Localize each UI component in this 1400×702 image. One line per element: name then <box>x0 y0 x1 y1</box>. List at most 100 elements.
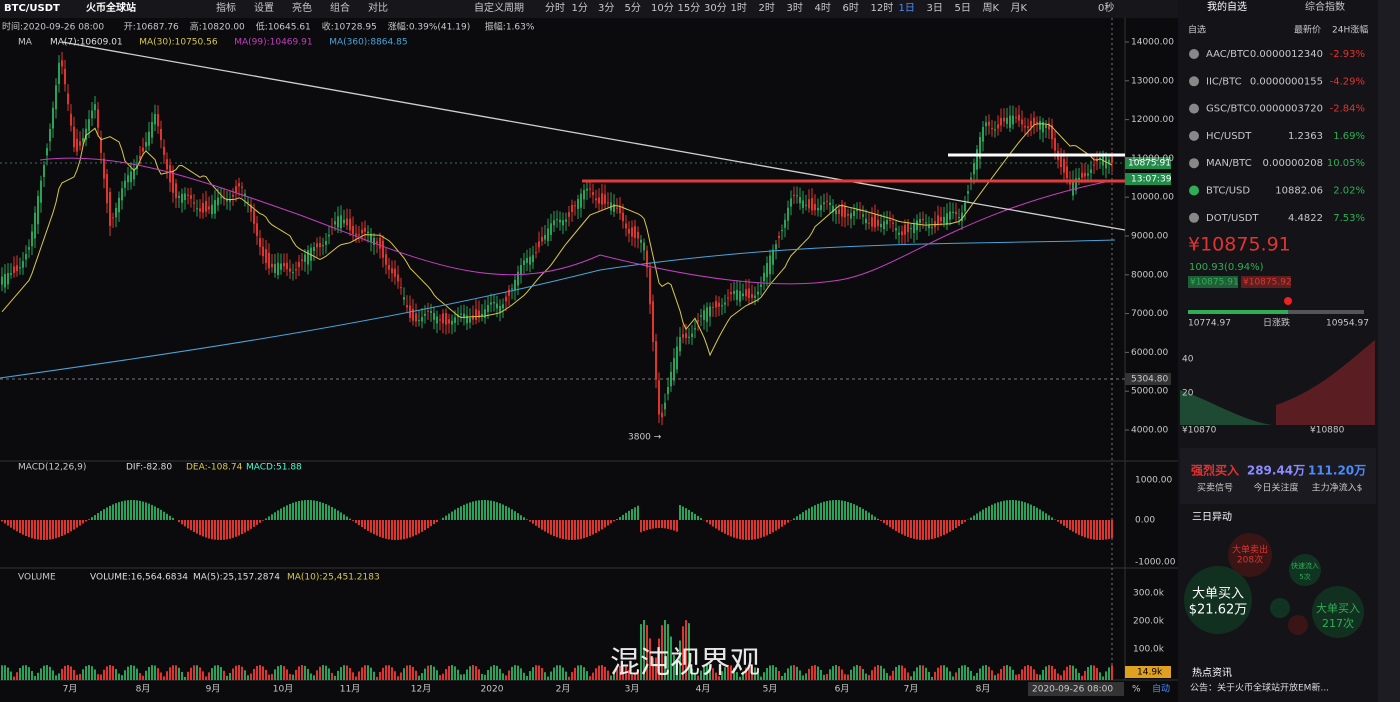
macd-bar <box>196 520 198 534</box>
volume-bar <box>187 671 189 680</box>
candle <box>496 303 498 309</box>
candle <box>958 217 960 219</box>
candle <box>928 225 930 229</box>
label: 24H涨幅 <box>1332 24 1368 36</box>
volume-bar <box>1096 668 1098 680</box>
macd-bar <box>604 520 606 528</box>
macd-bar <box>694 513 696 520</box>
label: % <box>1132 685 1141 695</box>
volume-bar <box>406 665 408 680</box>
macd-bar <box>493 501 495 520</box>
label: 2时 <box>759 2 775 14</box>
macd-bar <box>832 500 834 520</box>
macd-bar <box>676 520 678 532</box>
label: ¥10875.91 <box>1190 278 1239 288</box>
volume-bar <box>988 666 990 680</box>
macd-bar <box>1069 520 1071 530</box>
candle <box>322 245 324 247</box>
macd-bar <box>172 517 174 520</box>
macd-bar <box>1063 520 1065 526</box>
volume-bar <box>568 676 570 680</box>
macd-bar <box>1030 504 1032 520</box>
candle <box>436 316 438 324</box>
candle <box>967 191 969 194</box>
depth-ask <box>1276 340 1375 425</box>
macd-bar <box>4 520 6 524</box>
candle <box>196 208 198 210</box>
volume-bar <box>283 666 285 680</box>
volume-bar <box>457 669 459 680</box>
macd-bar <box>1096 520 1098 540</box>
label: 40 <box>1182 355 1194 365</box>
volume-bar <box>847 674 849 680</box>
volume-bar <box>478 669 480 680</box>
volume-bar <box>676 659 678 680</box>
macd-bar <box>739 520 741 540</box>
volume-bar <box>868 675 870 680</box>
volume-bar <box>49 666 51 680</box>
macd-bar <box>799 514 801 520</box>
volume-bar <box>37 672 39 680</box>
macd-bar <box>463 504 465 520</box>
macd-bar <box>376 520 378 536</box>
macd-bar <box>535 520 537 526</box>
label: 大单买入 <box>1192 587 1244 602</box>
volume-bar <box>415 670 417 680</box>
volume-bar <box>376 676 378 680</box>
macd-bar <box>487 500 489 520</box>
macd-bar <box>112 504 114 520</box>
volume-bar <box>913 671 915 680</box>
volume-bar <box>445 669 447 680</box>
macd-bar <box>346 516 348 520</box>
volume-bar <box>463 674 465 680</box>
candle <box>139 155 141 160</box>
volume-bar <box>1075 668 1077 680</box>
macd-bar <box>274 512 276 520</box>
label: 100.0k <box>1133 645 1165 655</box>
volume-bar <box>514 665 516 680</box>
candle <box>16 265 18 272</box>
macd-bar <box>943 520 945 535</box>
candle <box>109 192 111 226</box>
volume-bar <box>1093 665 1095 680</box>
label: IIC/BTC <box>1206 76 1242 87</box>
volume-bar <box>55 675 57 680</box>
candle <box>985 122 987 127</box>
volume-bar <box>334 675 336 680</box>
label: 1.69% <box>1333 131 1365 142</box>
candle <box>580 193 582 208</box>
volume-bar <box>367 665 369 680</box>
macd-bar <box>241 520 243 535</box>
volume-bar <box>526 676 528 680</box>
macd-bar <box>481 500 483 520</box>
candle <box>37 196 39 225</box>
volume-bar <box>319 666 321 680</box>
volume-bar <box>40 668 42 680</box>
volume-bar <box>805 673 807 680</box>
candle <box>217 197 219 206</box>
macd-bar <box>1090 520 1092 540</box>
candle <box>514 279 516 291</box>
volume-bar <box>772 665 774 680</box>
candle <box>13 266 15 273</box>
candle <box>547 228 549 241</box>
candle <box>118 197 120 213</box>
macd-bar <box>19 520 21 534</box>
candle <box>1045 124 1047 129</box>
macd-bar <box>847 501 849 520</box>
macd-bar <box>556 520 558 538</box>
volume-bar <box>979 668 981 680</box>
macd-bar <box>28 520 30 538</box>
volume-bar <box>925 667 927 680</box>
volume-bar <box>613 673 615 680</box>
macd-bar <box>130 500 132 520</box>
macd-bar <box>940 520 942 537</box>
volume-bar <box>469 666 471 680</box>
macd-bar <box>895 520 897 532</box>
candle <box>733 290 735 294</box>
candle <box>844 206 846 218</box>
candle <box>190 195 192 199</box>
macd-bar <box>31 520 33 539</box>
volume-bar <box>499 668 501 680</box>
candle <box>1084 172 1086 177</box>
